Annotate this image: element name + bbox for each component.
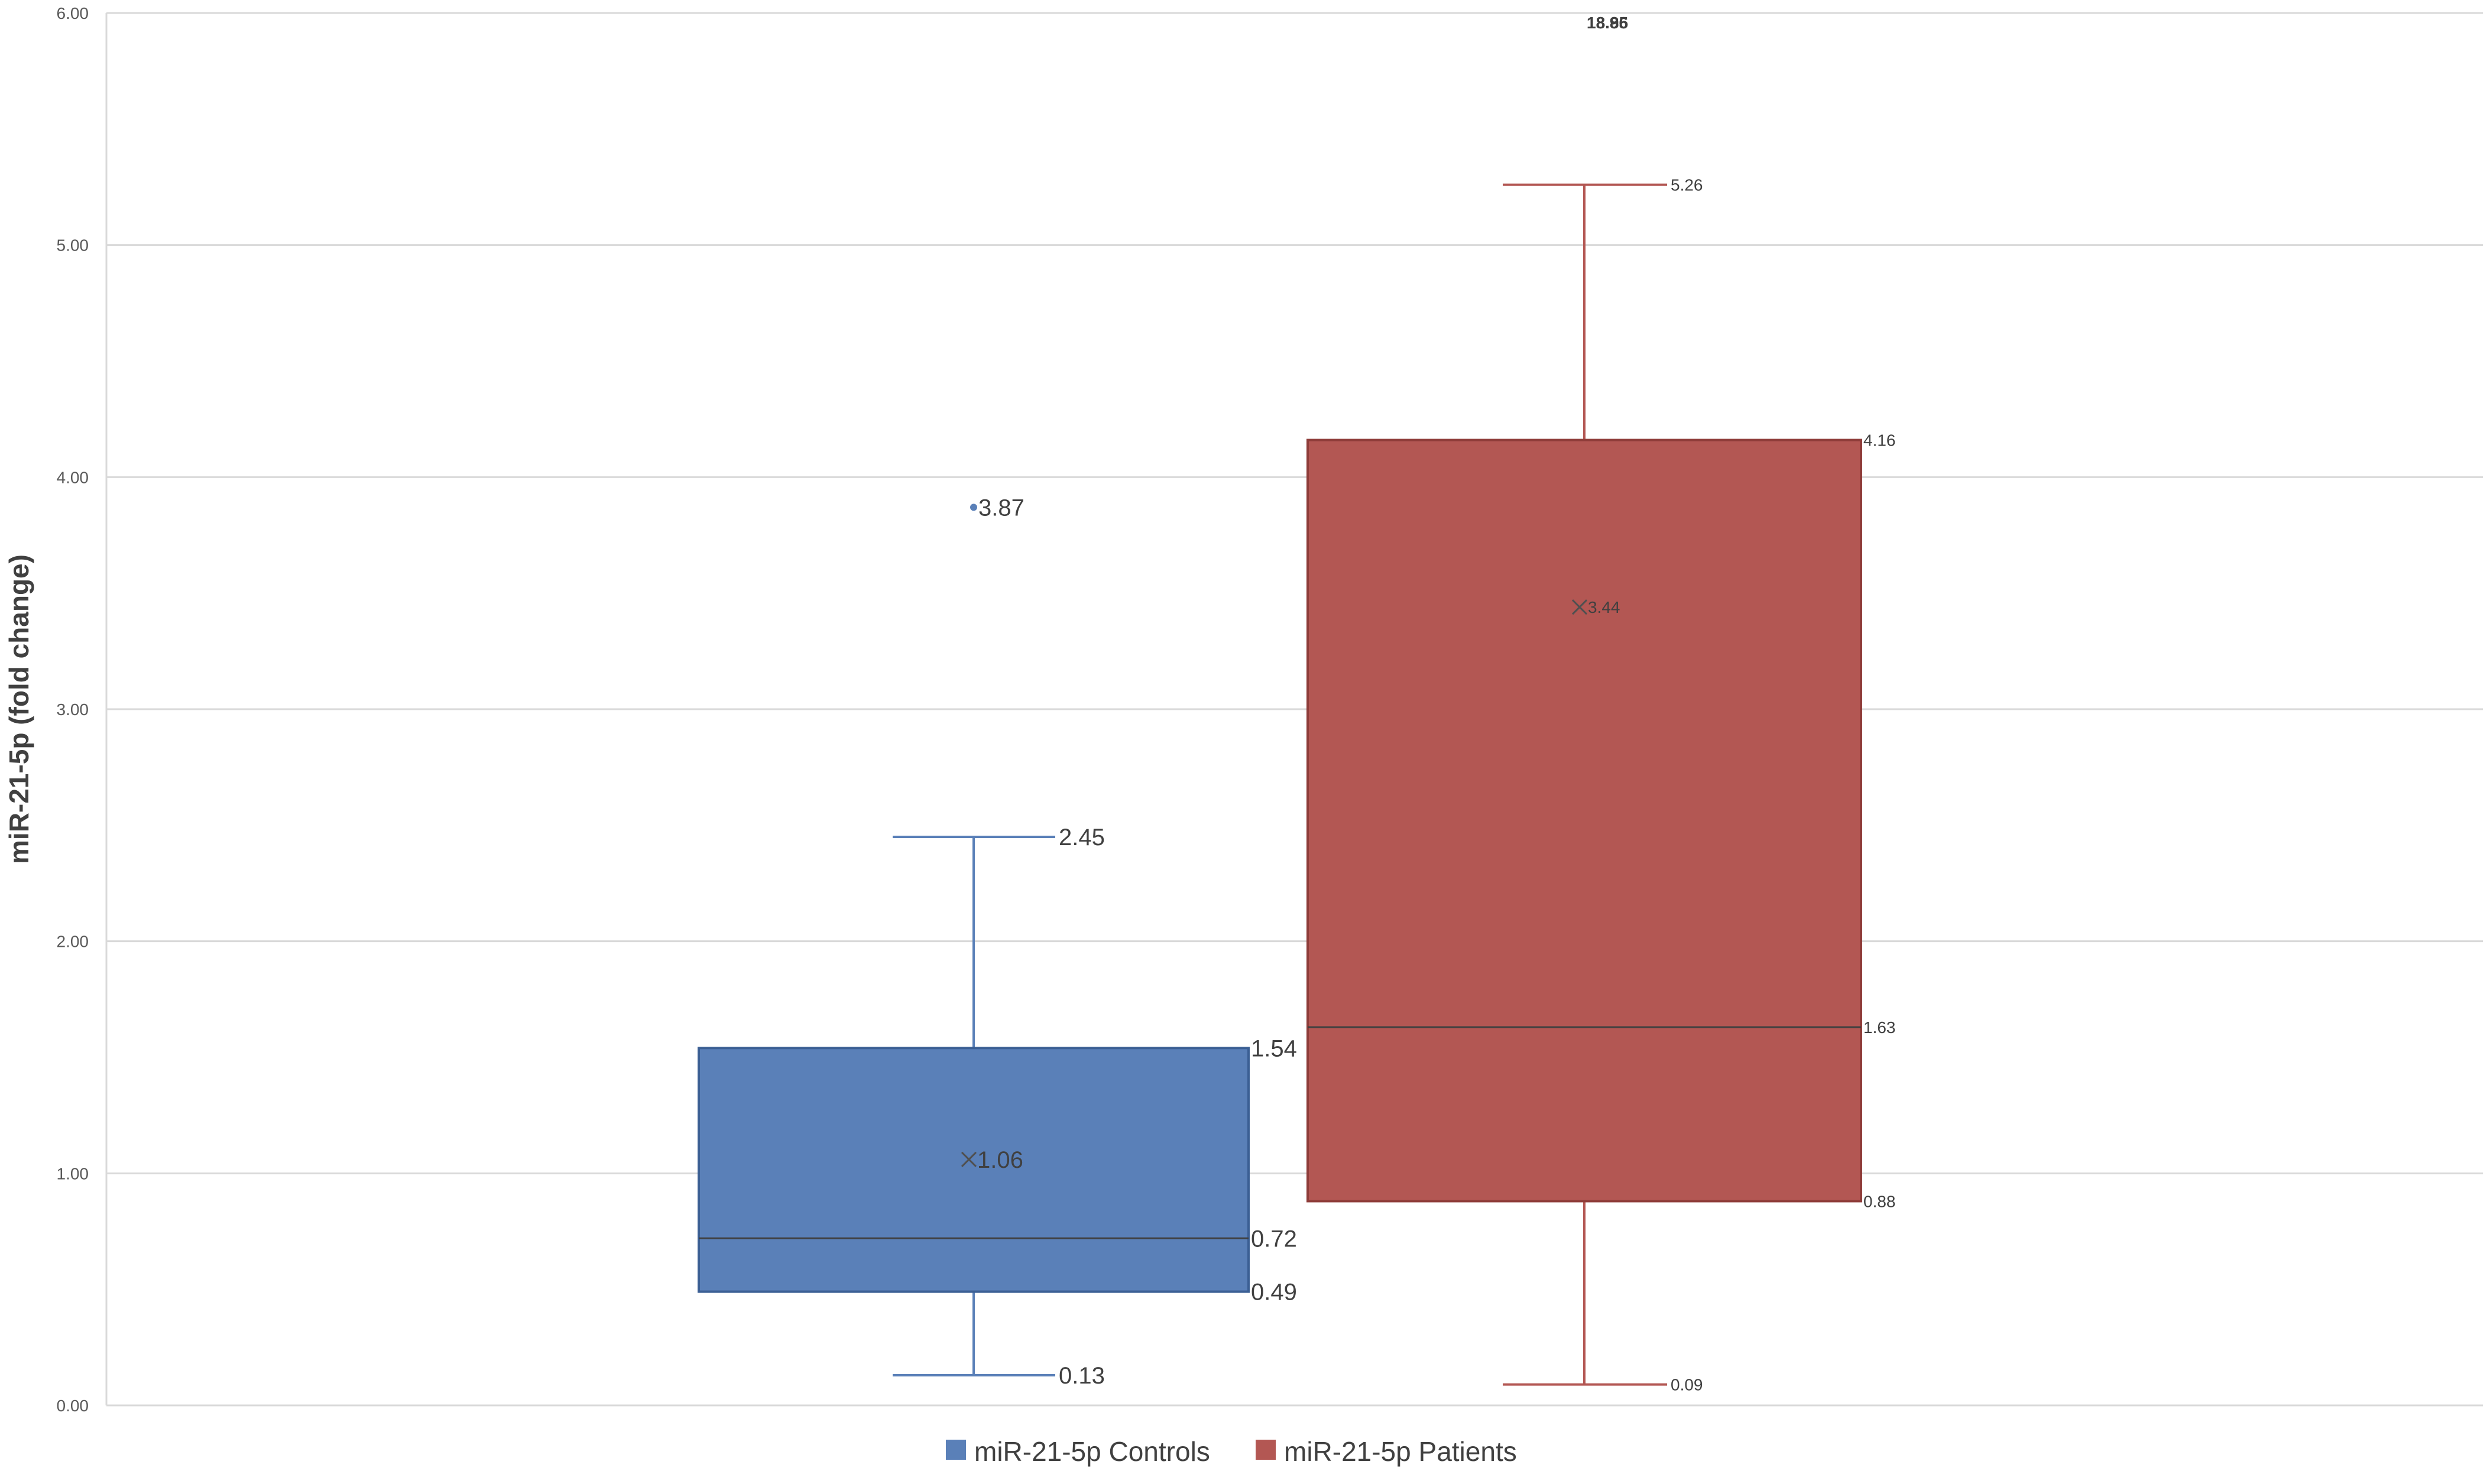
y-tick-label: 3.00 bbox=[57, 700, 89, 719]
y-tick-label: 6.00 bbox=[57, 4, 89, 22]
y-tick-label: 2.00 bbox=[57, 933, 89, 951]
mean-marker bbox=[961, 1151, 977, 1167]
legend-label: miR-21-5p Patients bbox=[1284, 1436, 1517, 1467]
max-label: 2.45 bbox=[1059, 824, 1105, 850]
y-tick-label: 5.00 bbox=[57, 236, 89, 255]
q3-label: 4.16 bbox=[1863, 431, 1896, 450]
outlier-point bbox=[970, 504, 977, 511]
box-controls: 1.06 2.45 0.13 1.54 0.72 0.49 3.87 bbox=[698, 495, 1297, 1389]
median-label: 0.72 bbox=[1251, 1226, 1297, 1252]
mean-label: 1.06 bbox=[977, 1147, 1023, 1173]
outlier-label: 18.86 bbox=[1587, 14, 1628, 32]
legend-swatch bbox=[946, 1440, 966, 1460]
iqr-box bbox=[1306, 439, 1862, 1203]
legend-item-patients: miR-21-5p Patients bbox=[1256, 1436, 1517, 1467]
legend-item-controls: miR-21-5p Controls bbox=[946, 1436, 1210, 1467]
y-tick-label: 0.00 bbox=[57, 1397, 89, 1415]
outlier-label: 3.87 bbox=[978, 495, 1024, 521]
y-tick-label: 4.00 bbox=[57, 468, 89, 486]
outlier-label: 18.95 bbox=[1587, 14, 1628, 32]
iqr-box bbox=[698, 1047, 1250, 1293]
max-label: 5.26 bbox=[1671, 176, 1703, 194]
q1-label: 0.88 bbox=[1863, 1192, 1896, 1210]
q1-label: 0.49 bbox=[1251, 1280, 1297, 1306]
legend-swatch bbox=[1256, 1440, 1276, 1460]
q3-label: 1.54 bbox=[1251, 1035, 1297, 1061]
y-axis-label: miR-21-5p (fold change) bbox=[4, 554, 34, 864]
min-label: 0.13 bbox=[1059, 1363, 1105, 1389]
mean-marker bbox=[1571, 599, 1588, 615]
y-axis-ticks: 0.00 1.00 2.00 3.00 4.00 5.00 6.00 bbox=[57, 4, 89, 1415]
min-label: 0.09 bbox=[1671, 1376, 1703, 1394]
boxes: 1.06 2.45 0.13 1.54 0.72 0.49 3.87 3.44 5.26 0.09… bbox=[698, 14, 1896, 1394]
y-tick-label: 1.00 bbox=[57, 1164, 89, 1183]
mean-label: 3.44 bbox=[1588, 598, 1620, 616]
legend: miR-21-5p Controls miR-21-5p Patients bbox=[946, 1436, 1517, 1467]
legend-label: miR-21-5p Controls bbox=[974, 1436, 1210, 1467]
gridlines bbox=[105, 12, 2483, 1407]
median-label: 1.63 bbox=[1863, 1018, 1896, 1037]
